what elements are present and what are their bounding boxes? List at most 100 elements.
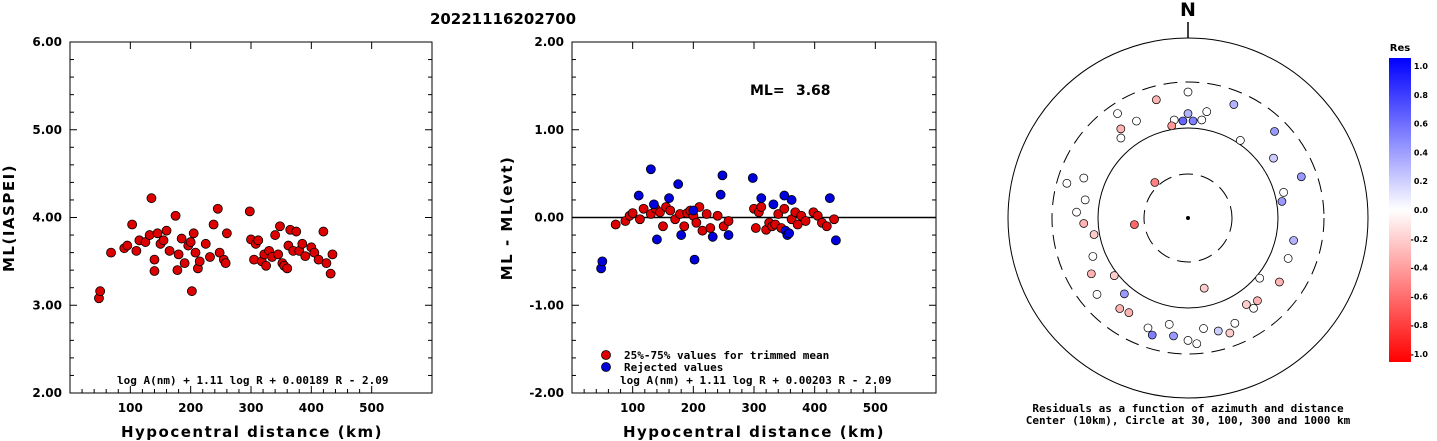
- station-marker: [1143, 323, 1153, 333]
- station-marker: [1183, 109, 1193, 118]
- ml-point: [179, 258, 190, 269]
- rejected-point: [747, 173, 758, 183]
- ml-point: [300, 251, 311, 262]
- colorbar-tick-label: 0.4: [1414, 148, 1429, 157]
- colorbar-tick-label: -0.6: [1411, 292, 1429, 301]
- x-tick-label: 400: [802, 401, 827, 415]
- station-marker: [1277, 197, 1287, 206]
- rejected-point: [673, 179, 684, 190]
- station-marker: [1197, 115, 1207, 125]
- ml-point: [212, 203, 223, 214]
- ml-point: [188, 228, 199, 239]
- rejected-point: [756, 193, 767, 204]
- x-tick-label: 100: [620, 401, 645, 415]
- station-marker: [1192, 339, 1202, 349]
- residual-colorbar: Res 1.0 0.8 0.6 0.4 0.2 0.0 -0.2 -0.4 -0.6 -0.8 -1…: [1389, 43, 1428, 362]
- ml-point: [152, 228, 163, 239]
- ml-point: [291, 226, 302, 237]
- ml-point: [325, 268, 336, 279]
- station-marker: [1092, 290, 1102, 299]
- north-label: N: [1180, 0, 1196, 21]
- ml-point: [261, 260, 271, 271]
- colorbar-gradient: [1389, 58, 1411, 362]
- station-marker: [1270, 127, 1279, 136]
- rejected-point: [633, 190, 644, 201]
- trimmed-point: [638, 203, 649, 214]
- ml-point: [170, 210, 181, 221]
- ml-point: [309, 247, 320, 258]
- ml-point: [253, 235, 264, 246]
- station-marker: [1150, 178, 1160, 187]
- station-marker: [1225, 328, 1235, 338]
- station-marker: [1130, 220, 1139, 229]
- ml-point: [205, 252, 215, 262]
- rejected-point: [831, 235, 841, 246]
- azimuth-residual-map: N Residuals as a function of azimuth and…: [1007, 0, 1369, 427]
- station-marker: [1164, 320, 1174, 329]
- station-marker: [1279, 188, 1288, 197]
- ml-point: [164, 245, 175, 256]
- ml-point: [122, 240, 133, 251]
- station-marker: [1199, 324, 1208, 333]
- trimmed-point: [800, 216, 811, 226]
- trimmed-point: [610, 219, 621, 230]
- station-marker: [1183, 336, 1193, 345]
- ml-point: [158, 235, 169, 246]
- y-tick-label: -1.00: [529, 298, 564, 312]
- y-tick-label: 5.00: [32, 123, 62, 137]
- station-marker: [1296, 172, 1306, 182]
- station-marker: [1275, 277, 1284, 287]
- station-marker: [1178, 116, 1188, 126]
- rejected-point: [652, 234, 662, 245]
- plot2-points: [596, 164, 841, 274]
- ml-point: [173, 249, 184, 260]
- rejected-point: [649, 199, 659, 210]
- rejected-point: [779, 190, 790, 201]
- station-marker: [1167, 121, 1177, 131]
- station-marker: [1199, 283, 1209, 293]
- rejected-point: [824, 193, 835, 204]
- legend-trimmed-label: 25%-75% values for trimmed mean: [624, 349, 829, 362]
- station-marker: [1087, 269, 1096, 279]
- trimmed-point: [658, 221, 668, 232]
- ring-300km: [1051, 81, 1325, 355]
- ring-100km: [1097, 127, 1279, 309]
- rejected-point: [784, 228, 795, 239]
- ml-vs-distance-plot: 100 200 300 400 500 2.00 3.00 4.00 5.00 6.00 Hypo…: [0, 35, 433, 441]
- ring-30km: [1143, 173, 1233, 263]
- station-marker: [1113, 109, 1122, 118]
- x-tick-label: 500: [863, 401, 888, 415]
- station-marker: [1132, 116, 1141, 126]
- x-tick-label: 200: [681, 401, 706, 415]
- colorbar-tick-label: 0.6: [1414, 120, 1429, 129]
- ml-point: [149, 254, 160, 265]
- plot2-formula: log A(nm) + 1.11 log R + 0.00203 R - 2.0…: [620, 374, 892, 387]
- station-marker: [1183, 87, 1193, 97]
- ml-point: [327, 249, 338, 260]
- legend-trimmed-marker: [601, 350, 611, 360]
- ml-value: 3.68: [796, 83, 831, 99]
- ml-point: [214, 247, 225, 258]
- y-tick-label: 2.00: [534, 35, 564, 49]
- station-marker: [1079, 219, 1089, 228]
- trimmed-point: [779, 203, 790, 214]
- station-marker: [1289, 236, 1298, 245]
- trimmed-point: [750, 223, 761, 233]
- ml-point: [273, 249, 284, 260]
- rejected-point: [707, 231, 718, 242]
- plot1-ticks: 100 200 300 400 500 2.00 3.00 4.00 5.00 6.00: [32, 35, 432, 415]
- station-marker: [1269, 153, 1278, 163]
- station-marker: [1235, 136, 1245, 145]
- x-tick-label: 200: [178, 401, 203, 415]
- legend-rejected-marker: [601, 362, 611, 372]
- trimmed-point: [691, 217, 702, 228]
- colorbar-tick-label: -0.2: [1411, 235, 1429, 244]
- station-marker: [1124, 308, 1134, 317]
- station-marker: [1230, 318, 1240, 328]
- trimmed-point: [829, 214, 839, 225]
- trimmed-point: [756, 202, 767, 212]
- plot1-formula: log A(nm) + 1.11 log R + 0.00189 R - 2.0…: [117, 374, 389, 387]
- ml-point: [146, 193, 157, 204]
- station-marker: [1109, 271, 1119, 280]
- station-marker: [1151, 95, 1161, 105]
